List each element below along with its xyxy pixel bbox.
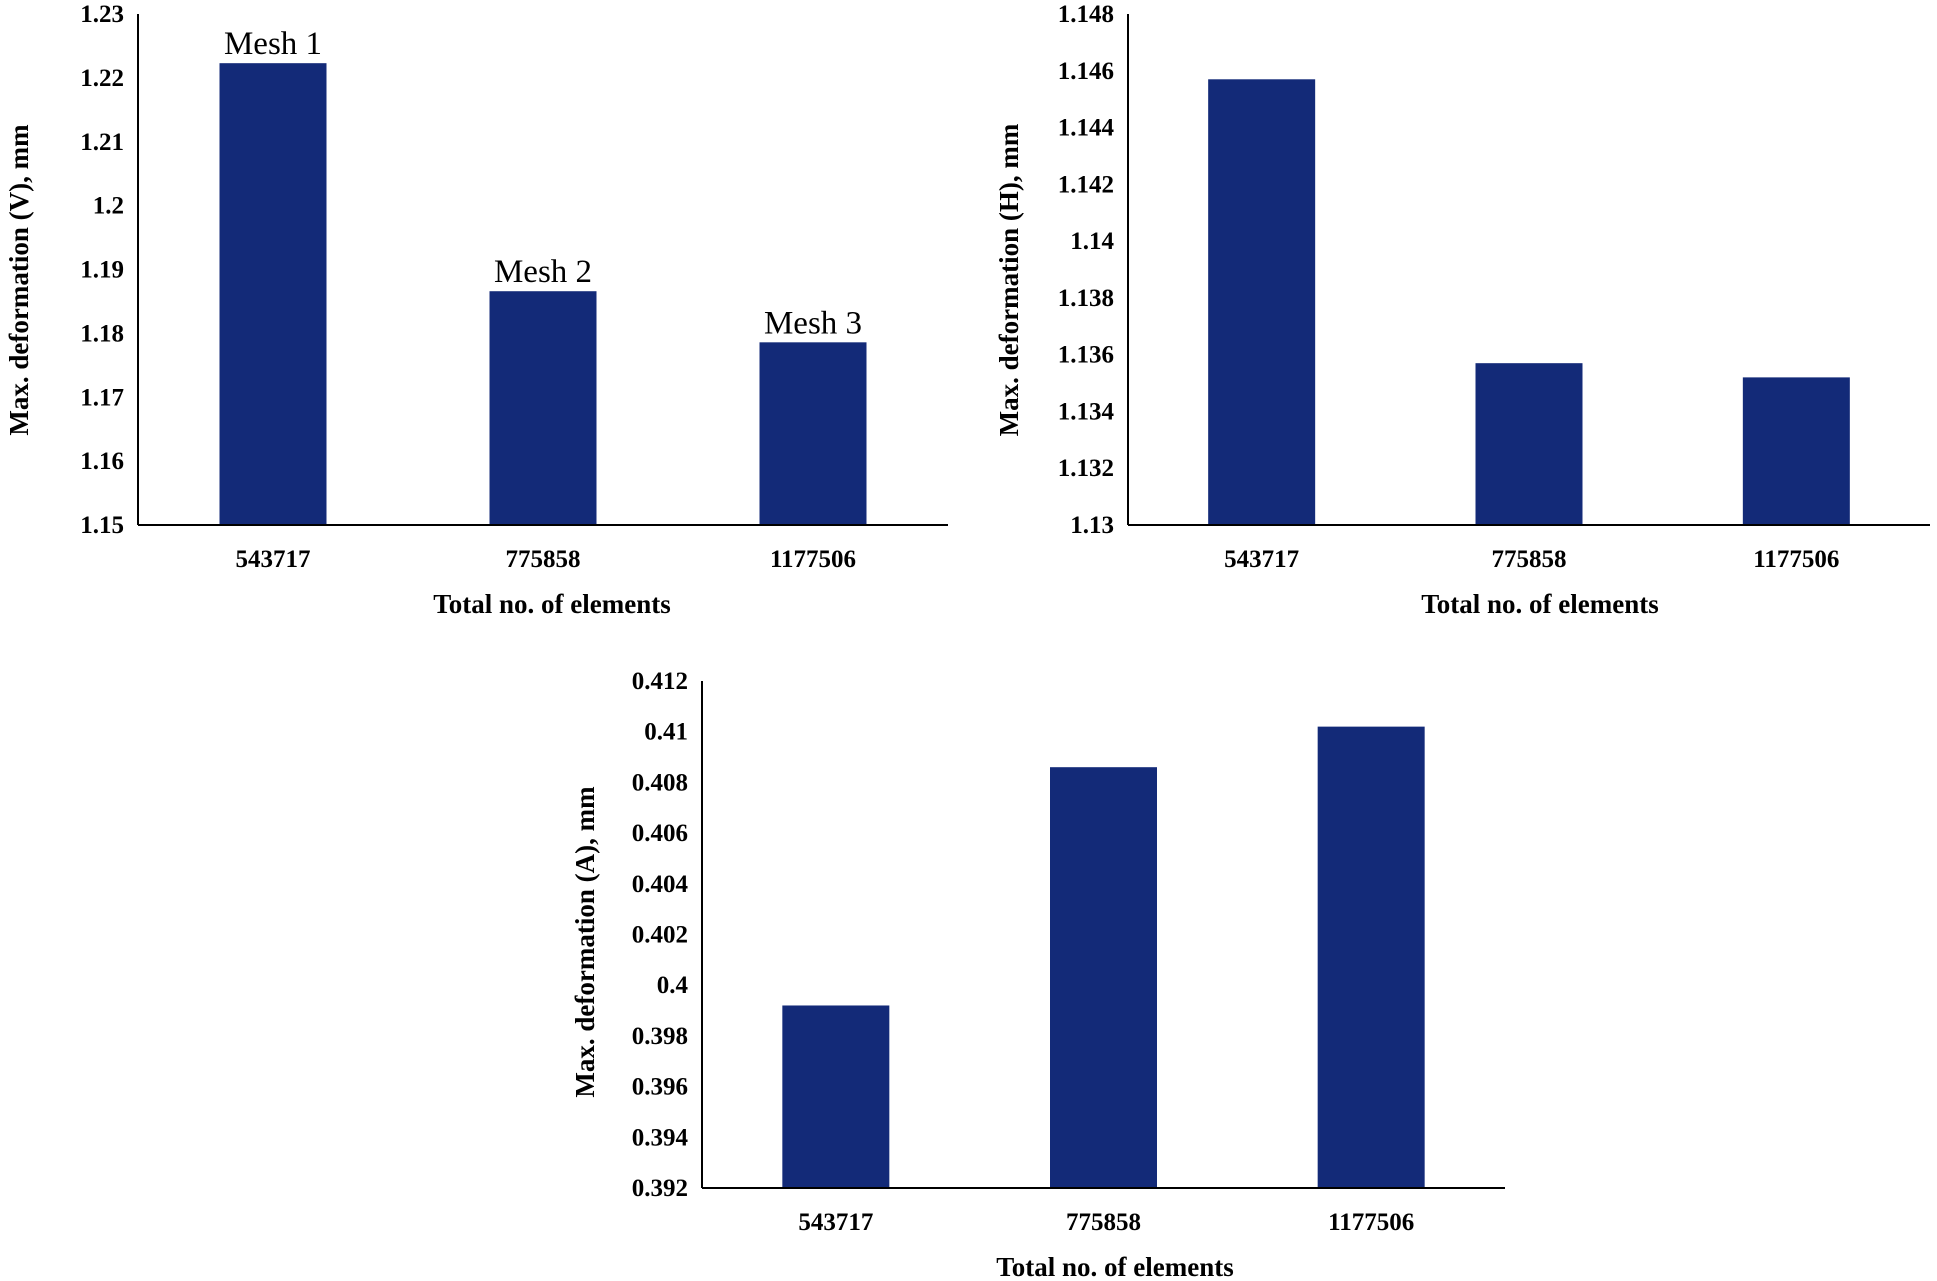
y-axis-label: Max. deformation (V), mm	[4, 124, 34, 436]
y-tick-label: 1.134	[1058, 398, 1115, 425]
x-axis-label: Total no. of elements	[433, 589, 671, 619]
x-tick-label: 775858	[1066, 1209, 1141, 1236]
x-tick-label: 1177506	[1328, 1209, 1414, 1236]
bar-543717	[219, 63, 327, 526]
bar-annotation: Mesh 2	[494, 254, 592, 290]
y-tick-label: 1.19	[80, 257, 124, 284]
y-tick-label: 1.142	[1058, 171, 1114, 198]
y-tick-label: 1.132	[1058, 455, 1114, 482]
x-tick-label: 1177506	[1753, 546, 1839, 573]
bar-1177506	[1317, 726, 1425, 1188]
y-tick-label: 1.136	[1058, 342, 1114, 369]
y-tick-label: 0.412	[632, 668, 688, 695]
x-tick-label: 775858	[1492, 546, 1567, 573]
x-axis-label: Total no. of elements	[996, 1252, 1234, 1281]
y-tick-label: 0.404	[632, 871, 689, 898]
y-tick-label: 0.396	[632, 1074, 688, 1101]
bar-543717	[1208, 79, 1316, 526]
x-tick-label: 775858	[506, 546, 581, 573]
bar-1177506	[759, 342, 867, 525]
y-tick-label: 1.138	[1058, 285, 1114, 312]
bar-543717	[782, 1005, 890, 1188]
y-tick-label: 0.408	[632, 769, 688, 796]
y-axis-label: Max. deformation (H), mm	[994, 123, 1024, 436]
x-tick-label: 1177506	[770, 546, 856, 573]
y-tick-label: 1.21	[80, 129, 124, 156]
y-tick-label: 1.16	[80, 448, 124, 475]
y-tick-label: 0.406	[632, 820, 688, 847]
y-tick-label: 1.144	[1058, 115, 1115, 142]
y-tick-label: 1.2	[93, 193, 124, 220]
bar-775858	[489, 291, 597, 525]
chart-panel-3: 0.392 0.394 0.396 0.398 0.4 0.402 0.404 0.406 0.…	[570, 668, 1505, 1281]
y-tick-label: 0.41	[644, 719, 688, 746]
y-tick-label: 1.13	[1070, 512, 1114, 539]
bar-775858	[1050, 767, 1157, 1188]
bar-1177506	[1742, 377, 1850, 525]
x-tick-label: 543717	[236, 546, 311, 573]
x-tick-label: 543717	[798, 1209, 873, 1236]
y-tick-label: 1.23	[80, 1, 124, 28]
chart-panel-2: 1.13 1.132 1.134 1.136 1.138 1.14 1.142 1.144 1.…	[994, 1, 1930, 619]
y-tick-label: 1.148	[1058, 1, 1114, 28]
y-tick-label: 1.18	[80, 320, 124, 347]
bar-775858	[1475, 363, 1583, 525]
y-tick-label: 0.394	[632, 1124, 689, 1151]
y-tick-label: 1.14	[1070, 228, 1114, 255]
y-tick-label: 1.15	[80, 512, 124, 539]
y-axis-label: Max. deformation (A), mm	[570, 786, 600, 1098]
x-axis-label: Total no. of elements	[1421, 589, 1659, 619]
y-tick-label: 1.146	[1058, 58, 1114, 85]
x-tick-label: 543717	[1224, 546, 1299, 573]
y-tick-label: 1.17	[80, 384, 124, 411]
y-tick-label: 0.392	[632, 1175, 688, 1202]
y-tick-label: 0.398	[632, 1023, 688, 1050]
chart-panel-1: 1.15 1.16 1.17 1.18 1.19 1.2 1.21 1.22 1.23 54371…	[4, 1, 948, 619]
bar-annotation: Mesh 3	[764, 305, 862, 341]
bar-annotation: Mesh 1	[224, 26, 322, 62]
y-tick-label: 1.22	[80, 65, 124, 92]
y-tick-label: 0.4	[657, 972, 689, 999]
y-tick-label: 0.402	[632, 922, 688, 949]
